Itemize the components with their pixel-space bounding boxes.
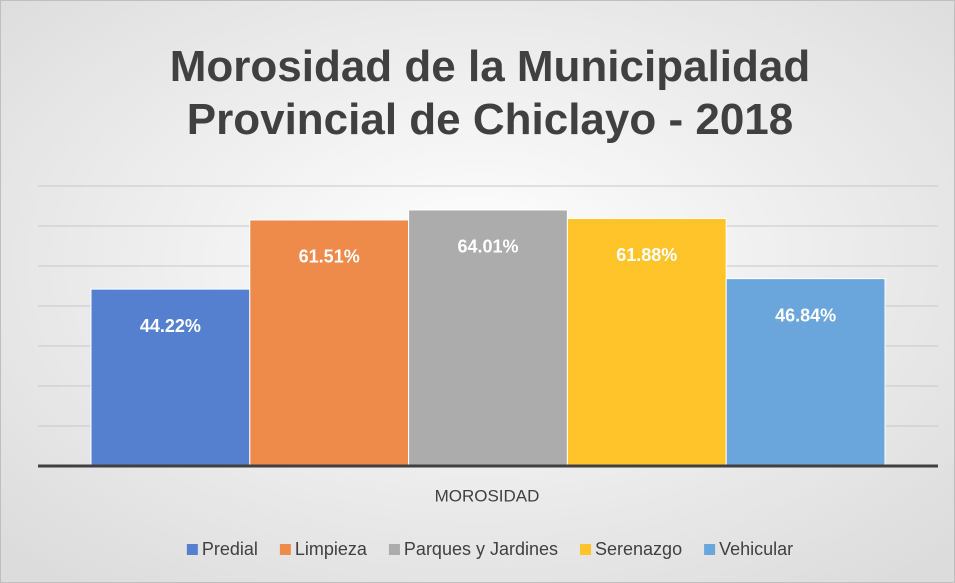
legend-label: Vehicular [719, 539, 793, 559]
legend-swatch [388, 544, 400, 555]
bar [408, 209, 568, 467]
legend-label: Serenazgo [595, 539, 682, 559]
bar [90, 288, 251, 467]
x-tick-label: MOROSIDAD [435, 486, 540, 505]
bar [566, 217, 727, 467]
bar [725, 278, 886, 467]
data-label: 61.51% [299, 247, 360, 267]
legend-swatch [186, 544, 198, 555]
data-label: 46.84% [775, 305, 836, 325]
legend-label: Parques y Jardines [404, 539, 558, 559]
legend-swatch [580, 544, 592, 555]
data-label: 61.88% [616, 245, 677, 265]
legend-label: Predial [202, 539, 258, 559]
chart-title: Morosidad de la Municipalidad Provincial… [169, 42, 811, 144]
data-label: 64.01% [457, 237, 518, 257]
legend-label: Limpieza [295, 539, 368, 559]
legend-swatch [279, 544, 291, 555]
data-label: 44.22% [140, 316, 201, 336]
legend-swatch [704, 544, 716, 555]
